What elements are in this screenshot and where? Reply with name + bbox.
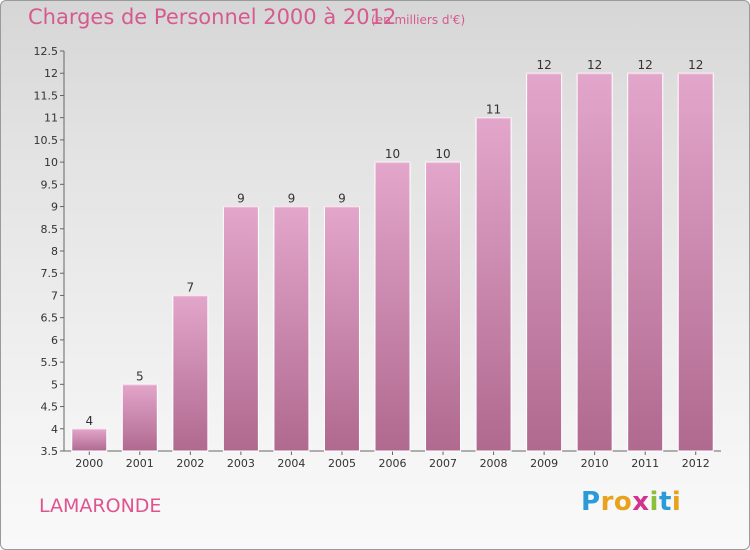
x-tick-label: 2000	[75, 457, 103, 470]
logo-letter: P	[581, 487, 601, 517]
bar	[425, 161, 462, 452]
bar	[374, 161, 411, 452]
y-tick-label: 10	[44, 156, 58, 169]
data-label: 11	[486, 103, 501, 117]
data-label: 9	[288, 192, 296, 206]
x-tick-label: 2010	[581, 457, 609, 470]
x-tick-label: 2002	[176, 457, 204, 470]
y-tick-label: 7	[51, 289, 58, 302]
data-label: 12	[688, 58, 703, 72]
y-tick-label: 9.5	[41, 178, 59, 191]
data-label: 10	[435, 147, 450, 161]
y-tick-label: 12.5	[34, 45, 59, 58]
logo-letter: i	[649, 487, 659, 517]
bar	[172, 294, 209, 452]
x-tick-label: 2001	[126, 457, 154, 470]
bar	[222, 206, 259, 452]
bar	[121, 383, 158, 452]
y-tick-label: 5	[51, 378, 58, 391]
data-label: 10	[385, 147, 400, 161]
bar	[677, 72, 714, 452]
bar	[475, 117, 512, 452]
chart-subtitle: (en milliers d'€)	[371, 13, 466, 27]
y-tick-label: 4	[51, 423, 58, 436]
x-tick-label: 2005	[328, 457, 356, 470]
y-tick-label: 5.5	[41, 356, 59, 369]
bar	[576, 72, 613, 452]
data-label: 12	[638, 58, 653, 72]
data-label: 4	[85, 414, 93, 428]
bar	[627, 72, 664, 452]
bar	[526, 72, 563, 452]
logo-letter: x	[632, 487, 650, 517]
y-tick-label: 8.5	[41, 223, 59, 236]
data-label: 9	[237, 192, 245, 206]
y-tick-label: 7.5	[41, 267, 59, 280]
y-tick-label: 3.5	[41, 445, 59, 458]
data-label: 12	[536, 58, 551, 72]
x-tick-label: 2003	[227, 457, 255, 470]
logo-letter: i	[671, 487, 682, 517]
x-tick-label: 2004	[277, 457, 305, 470]
logo-letter: r	[600, 487, 614, 517]
bar	[323, 206, 360, 452]
bar	[273, 206, 310, 452]
data-label: 7	[187, 280, 195, 294]
logo-letter: t	[658, 487, 672, 517]
proxiti-logo[interactable]: Proxiti	[581, 487, 681, 517]
bar	[71, 428, 108, 452]
x-tick-label: 2012	[682, 457, 710, 470]
data-label: 12	[587, 58, 602, 72]
y-tick-label: 10.5	[34, 134, 59, 147]
location-name: LAMARONDE	[39, 495, 162, 517]
logo-letter: o	[613, 487, 633, 517]
x-tick-label: 2007	[429, 457, 457, 470]
y-tick-label: 6	[51, 334, 58, 347]
x-tick-label: 2008	[480, 457, 508, 470]
y-tick-label: 4.5	[41, 401, 59, 414]
y-tick-label: 11.5	[34, 89, 59, 102]
x-tick-label: 2011	[631, 457, 659, 470]
y-tick-label: 11	[44, 112, 58, 125]
y-tick-label: 9	[51, 201, 58, 214]
data-label: 5	[136, 369, 144, 383]
data-label: 9	[338, 192, 346, 206]
y-tick-label: 8	[51, 245, 58, 258]
x-tick-label: 2006	[379, 457, 407, 470]
y-tick-label: 6.5	[41, 312, 59, 325]
chart-title: Charges de Personnel 2000 à 2012	[28, 5, 397, 29]
y-tick-label: 12	[44, 67, 58, 80]
x-tick-label: 2009	[530, 457, 558, 470]
